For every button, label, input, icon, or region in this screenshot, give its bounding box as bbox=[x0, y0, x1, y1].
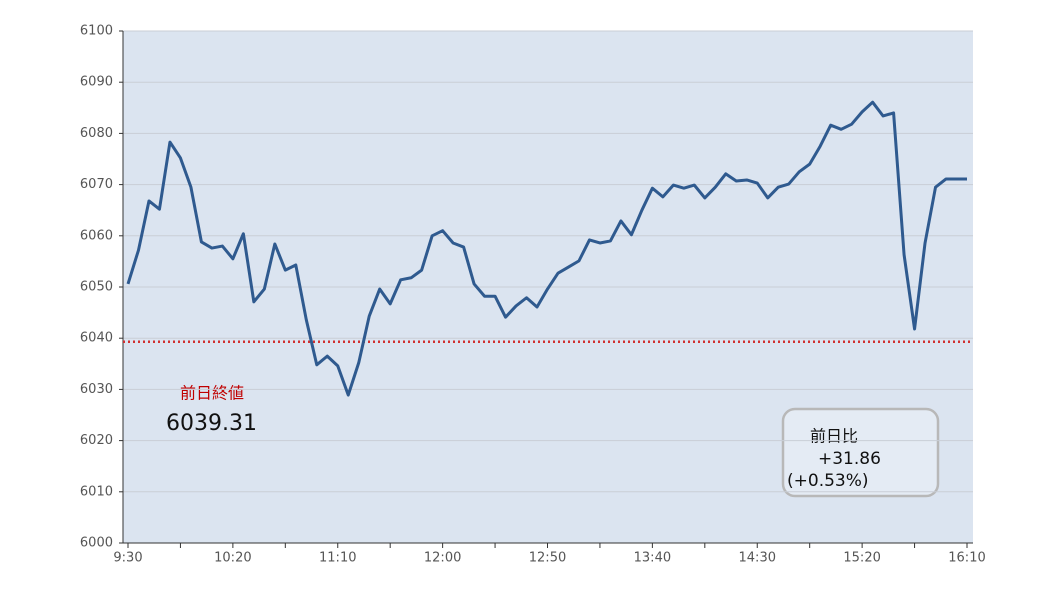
x-tick-label: 12:50 bbox=[529, 551, 566, 566]
y-tick-label: 6060 bbox=[80, 228, 113, 243]
x-tick-label: 9:30 bbox=[113, 551, 142, 566]
x-tick-label: 13:40 bbox=[634, 551, 671, 566]
y-tick-label: 6080 bbox=[80, 126, 113, 141]
y-tick-label: 6030 bbox=[80, 382, 113, 397]
change-value: +31.86 bbox=[818, 449, 881, 469]
change-box bbox=[781, 407, 940, 498]
y-tick-label: 6040 bbox=[80, 331, 113, 346]
reference-value: 6039.31 bbox=[166, 411, 257, 436]
x-tick-label: 14:30 bbox=[739, 551, 776, 566]
y-tick-label: 6090 bbox=[80, 75, 113, 90]
y-tick-label: 6070 bbox=[80, 177, 113, 192]
x-tick-label: 11:10 bbox=[319, 551, 356, 566]
y-tick-label: 6020 bbox=[80, 433, 113, 448]
x-tick-label: 16:10 bbox=[948, 551, 985, 566]
reference-label: 前日終値 bbox=[180, 384, 244, 403]
price-line bbox=[126, 100, 967, 397]
y-tick-label: 6050 bbox=[80, 280, 113, 295]
x-tick-label: 15:20 bbox=[843, 551, 880, 566]
y-tick-label: 6100 bbox=[80, 24, 113, 39]
y-tick-label: 6010 bbox=[80, 484, 113, 499]
x-tick-label: 10:20 bbox=[214, 551, 251, 566]
change-title: 前日比 bbox=[810, 427, 858, 446]
change-percent: (+0.53%) bbox=[787, 471, 869, 491]
y-tick-label: 6000 bbox=[80, 536, 113, 551]
x-tick-label: 12:00 bbox=[424, 551, 461, 566]
